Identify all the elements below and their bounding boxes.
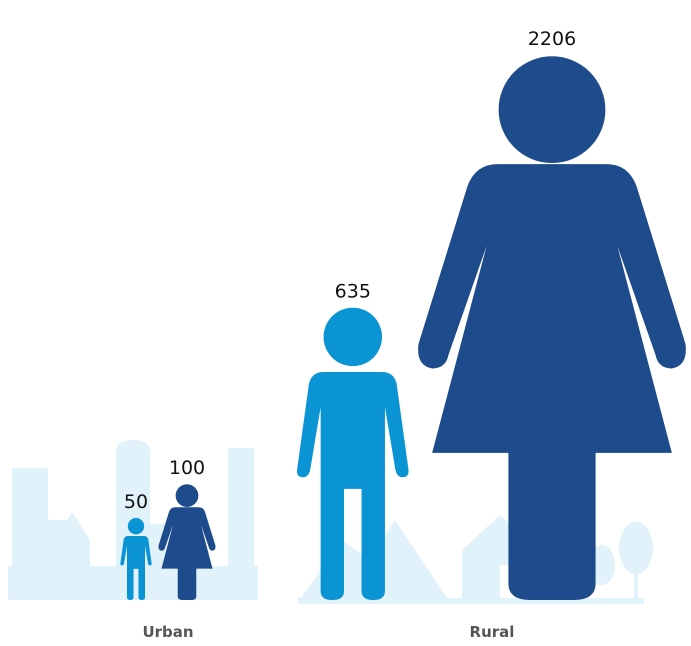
page: {"chart_data": {"type": "pictograph", "c… [0, 0, 691, 646]
figure-head [128, 518, 144, 534]
chart: Urban 50 100 Rural 635 2206 [0, 0, 691, 646]
figure-head [499, 56, 606, 163]
category-label: Rural [470, 623, 515, 641]
value-label: 50 [124, 491, 148, 513]
value-label: 100 [169, 457, 205, 479]
figure-head [324, 308, 382, 366]
category-label: Urban [142, 623, 193, 641]
ground [298, 598, 644, 604]
rural-background [298, 515, 653, 604]
woman-figure [418, 56, 686, 600]
figure-head [176, 484, 199, 507]
trunk [634, 570, 638, 602]
tree [619, 522, 653, 574]
value-label: 635 [335, 281, 371, 303]
value-label: 2206 [528, 28, 576, 50]
